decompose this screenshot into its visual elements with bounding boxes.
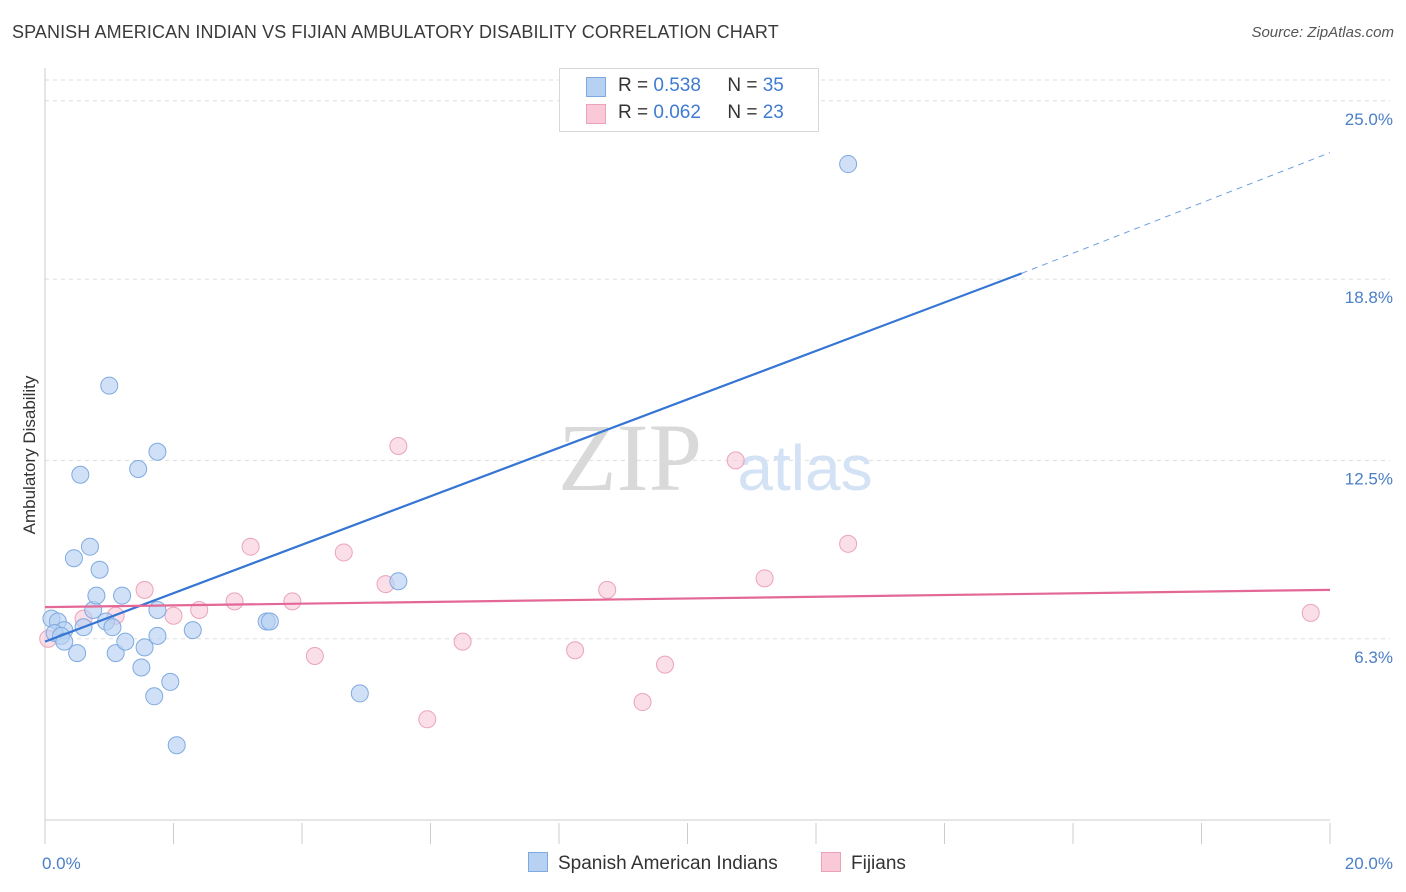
fijians-point [566,641,585,660]
fijians-point [135,580,154,599]
trend-lines [44,152,1331,643]
legend-n-value: 23 [762,102,784,123]
fijians-point [164,606,183,625]
spanish-american-indians-point [55,632,74,651]
fijians-point [418,710,437,729]
spanish-american-indians-point [87,586,106,605]
series-name: Fijians [851,853,906,874]
fijians-point [839,534,858,553]
spanish-american-indians-point [103,618,122,637]
correlation-legend: R = 0.538 N = 35 R = 0.062 N = 23 [559,68,819,132]
spanish-american-indians-point [116,632,135,651]
fijians-point [334,543,353,562]
spanish-american-indians-point [148,442,167,461]
ticks: 6.3% 12.5% 18.8% 25.0% 0.0% 20.0% [42,110,1393,873]
legend-r-label: R = [618,102,654,123]
gridlines [45,79,1390,640]
fijians-point [1301,603,1320,622]
legend-r-value: 0.538 [653,75,701,96]
spanish-american-indians-point [161,672,180,691]
spanish-american-indians-point [839,155,858,174]
y-tick-label: 12.5% [1345,469,1393,488]
spanish-american-indians-point [71,465,90,484]
spanish-american-indians-point [145,687,164,706]
spanish-american-indians-point [64,549,83,568]
legend-swatch-pink [586,104,606,124]
spanish-american-indians-point [113,586,132,605]
spanish-american-indians-points [42,155,858,755]
series-legend-fijians: Fijians [821,852,906,875]
source-credit: Source: ZipAtlas.com [1251,24,1394,41]
x-tick-label: 20.0% [1345,854,1393,873]
legend-r-value: 0.062 [653,102,701,123]
spanish-american-indians-point [132,658,151,677]
fijians-point [241,537,260,556]
spanish-american-indians-point [135,638,154,657]
spanish-american-indians-point [183,621,202,640]
watermark: ZIP atlas [558,404,873,511]
legend-n-label: N = [727,102,763,123]
fijians-point [283,592,302,611]
spanish-american-indians-point [106,644,125,663]
spanish-american-indians-point [80,537,99,556]
series-name: Spanish American Indians [558,853,778,874]
spanish-american-indians-point [148,600,167,619]
fijians-point [755,569,774,588]
fijians-point [656,655,675,674]
spanish-american-indians-point [129,460,148,479]
watermark-atlas: atlas [737,432,872,504]
fijians-point [453,632,472,651]
legend-n-value: 35 [762,75,784,96]
legend-swatch-blue [528,852,548,872]
y-tick-label: 18.8% [1345,288,1393,307]
spanish-american-indians-point [100,376,119,395]
fijians-point [726,451,745,470]
series-legend-spanish-american-indians: Spanish American Indians [528,852,778,875]
legend-n-label: N = [727,75,763,96]
spanish-american-indians-point [148,626,167,645]
fijians-point [389,437,408,455]
fijians-trend-line [44,588,1331,609]
spanish-american-indians-trend-line [44,272,1022,643]
legend-r-label: R = [618,75,654,96]
legend-swatch-pink [821,852,841,872]
x-tick-label: 0.0% [42,854,81,873]
spanish-american-indians-trend-extension [1021,152,1331,274]
y-tick-label: 6.3% [1354,648,1393,667]
fijians-point [305,647,324,666]
spanish-american-indians-point [167,736,186,755]
spanish-american-indians-point [260,612,279,631]
y-tick-label: 25.0% [1345,110,1393,129]
legend-swatch-blue [586,77,606,97]
fijians-point [598,580,617,599]
spanish-american-indians-point [350,684,369,703]
axes [44,68,1331,844]
spanish-american-indians-point [90,560,109,579]
spanish-american-indians-point [389,572,408,591]
fijians-point [225,592,244,611]
chart-title: SPANISH AMERICAN INDIAN VS FIJIAN AMBULA… [12,22,779,42]
fijians-point [633,693,652,712]
spanish-american-indians-point [68,644,87,663]
